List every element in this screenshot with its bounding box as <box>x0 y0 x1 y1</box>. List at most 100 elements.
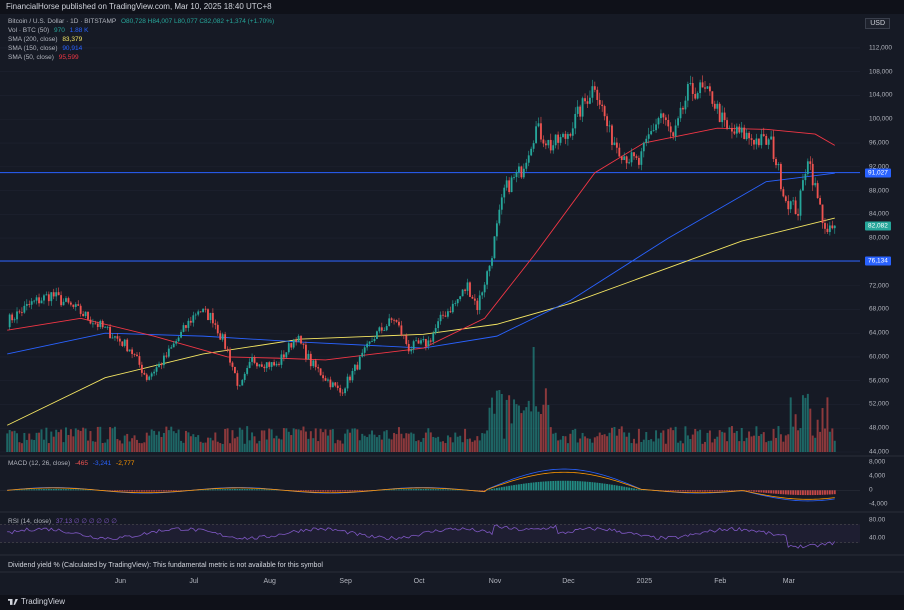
volume-bar <box>723 432 726 452</box>
volume-bar <box>331 429 334 452</box>
month-label: Sep <box>339 578 352 585</box>
volume-bar <box>287 431 290 452</box>
macd-histogram-bar <box>777 490 780 494</box>
candle-body <box>275 363 278 366</box>
candle-body <box>794 200 797 215</box>
candle-body <box>510 177 513 193</box>
volume-bar <box>317 441 320 452</box>
candle-body <box>339 387 342 393</box>
price-tick-label: 48,000 <box>869 424 889 432</box>
volume-bar <box>633 438 635 452</box>
candle-body <box>782 189 785 197</box>
volume-bar <box>767 440 770 452</box>
candle-body <box>564 133 567 139</box>
volume-bar <box>52 436 55 452</box>
volume-bar <box>510 423 513 452</box>
volume-bar <box>18 442 21 452</box>
volume-bar <box>307 438 310 452</box>
volume-bar <box>407 433 410 452</box>
candle-body <box>809 161 812 164</box>
candle-body <box>686 83 689 101</box>
price-label-lower: 76,134 <box>865 256 891 266</box>
volume-bar <box>588 438 591 452</box>
candle-body <box>55 292 58 297</box>
macd-tick-label: 0 <box>869 486 873 494</box>
candle-body <box>236 373 239 386</box>
volume-bar <box>488 407 491 452</box>
candle-body <box>618 147 621 157</box>
candle-body <box>344 388 347 394</box>
volume-bar <box>491 397 493 452</box>
candle-body <box>314 360 317 368</box>
macd-histogram-bar <box>491 488 493 491</box>
tradingview-logo[interactable]: TradingView <box>8 597 65 606</box>
macd-value-2: -3,241 <box>92 460 112 467</box>
volume-bar <box>417 440 420 452</box>
macd-histogram-bar <box>554 480 557 491</box>
volume-bar <box>116 439 119 452</box>
macd-histogram-bar <box>498 487 501 491</box>
candle-body <box>376 331 378 339</box>
volume-bar <box>750 436 753 452</box>
candle-body <box>351 370 354 381</box>
volume-bar <box>158 431 161 452</box>
candle-body <box>278 363 280 365</box>
macd-histogram-bar <box>525 483 528 491</box>
candle-body <box>189 320 192 323</box>
volume-bar <box>304 431 307 452</box>
price-tick-label: 100,000 <box>869 115 893 123</box>
macd-histogram-bar <box>449 489 452 491</box>
volume-bar <box>608 432 611 452</box>
candle-body <box>750 138 753 140</box>
volume-bar <box>341 443 344 452</box>
currency-button[interactable]: USD <box>865 18 890 29</box>
macd-histogram-bar <box>598 483 601 491</box>
candle-body <box>136 354 138 357</box>
candle-body <box>282 354 285 358</box>
volume-bar <box>40 429 43 452</box>
volume-bar <box>165 426 168 452</box>
volume-bar <box>243 443 246 452</box>
volume-bar <box>378 435 381 452</box>
macd-histogram-bar <box>792 490 795 495</box>
macd-histogram-bar <box>586 481 589 491</box>
volume-bar <box>765 442 768 452</box>
candle-body <box>532 143 535 149</box>
volume-bar <box>819 431 822 452</box>
candle-body <box>718 103 721 123</box>
volume-bar <box>358 440 361 452</box>
macd-histogram-bar <box>270 489 273 491</box>
macd-histogram-bar <box>674 490 677 492</box>
candle-body <box>650 131 653 135</box>
volume-bar <box>740 427 743 452</box>
candle-body <box>708 86 711 92</box>
sma50-value: 95,599 <box>58 54 79 61</box>
volume-bar <box>495 390 498 452</box>
candle-body <box>723 112 726 121</box>
candle-body <box>18 311 21 313</box>
candle-body <box>214 323 217 325</box>
candle-body <box>745 132 748 140</box>
sma200-label: SMA (200, close) <box>8 36 58 43</box>
volume-bar <box>25 439 28 452</box>
volume-bar <box>153 430 156 452</box>
macd-histogram-bar <box>493 488 496 491</box>
volume-bar <box>706 432 709 452</box>
candle-body <box>45 294 48 296</box>
candle-body <box>542 139 545 144</box>
macd-histogram-bar <box>405 489 408 491</box>
macd-histogram-bar <box>402 489 405 491</box>
macd-histogram-bar <box>544 481 547 491</box>
candle-body <box>280 354 283 365</box>
candle-body <box>165 355 168 357</box>
macd-histogram-bar <box>821 490 824 495</box>
volume-bar <box>811 435 814 452</box>
macd-tick-label: 4,000 <box>869 472 886 480</box>
candle-body <box>74 304 77 307</box>
macd-histogram-bar <box>601 483 604 491</box>
candle-body <box>765 135 768 145</box>
macd-histogram-bar <box>331 490 334 492</box>
candle-body <box>821 204 824 224</box>
candle-body <box>449 311 452 313</box>
